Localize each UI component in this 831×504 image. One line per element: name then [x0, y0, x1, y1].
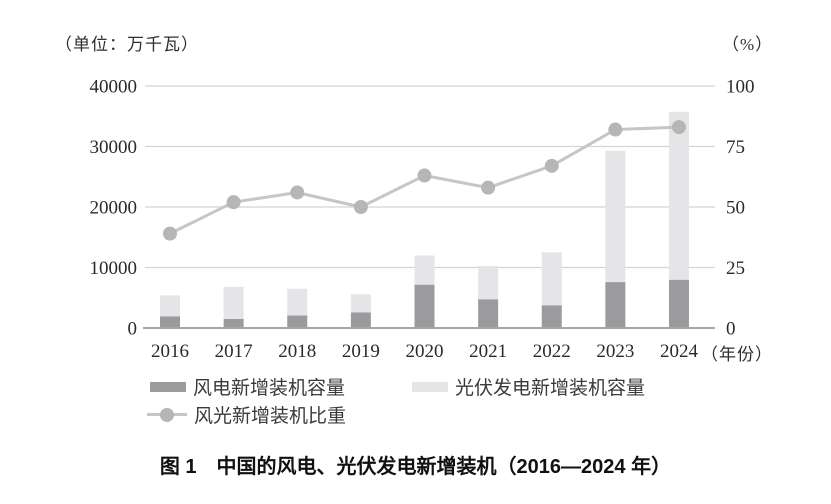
share-marker: [353, 200, 368, 214]
share-marker: [481, 180, 496, 195]
share-marker: [226, 195, 241, 210]
solar-bar: [605, 150, 626, 283]
wind-bar: [605, 282, 626, 328]
wind-bar: [287, 315, 308, 328]
legend-item-wind: 风电新增装机容量: [150, 373, 345, 400]
solar-bar: [414, 255, 435, 285]
left-axis-tick-label: 40000: [90, 77, 138, 98]
wind-bar: [478, 299, 499, 328]
solar-bar: [478, 266, 499, 300]
right-axis-tick-label: 25: [726, 258, 745, 279]
share-marker: [163, 226, 177, 241]
x-axis-tick-label: 2021: [469, 341, 507, 362]
x-axis-tick-label: 2018: [278, 341, 316, 362]
share-marker-icon: [160, 407, 174, 422]
legend-label-share: 风光新增装机比重: [194, 406, 347, 427]
x-axis-tick-label: 2017: [215, 341, 253, 362]
right-axis-unit-label: （%）: [722, 35, 774, 54]
right-axis-tick-label: 75: [726, 137, 745, 158]
x-axis-tick-label: 2024: [660, 341, 699, 362]
figure-caption: 图 1 中国的风电、光伏发电新增装机（2016—2024 年）: [159, 456, 672, 478]
chart-plot-area: 0 10000 20000 30000 40000 0 25 50 75 100 2016 2017 2…: [90, 77, 755, 363]
legend-item-share: 风光新增装机比重: [147, 401, 346, 428]
legend-item-solar: 光伏发电新增装机容量: [412, 373, 645, 400]
wind-bar: [669, 279, 689, 328]
x-axis-tick-label: 2022: [533, 341, 571, 362]
share-marker: [544, 158, 559, 173]
share-marker: [672, 120, 686, 135]
solar-bar: [223, 286, 244, 319]
left-axis-unit-label: （单位：万千瓦）: [55, 35, 199, 54]
right-axis-tick-label: 50: [726, 198, 745, 219]
share-marker: [417, 168, 432, 183]
left-axis-tick-label: 10000: [90, 258, 138, 279]
x-axis-tick-label: 2016: [151, 341, 189, 362]
x-axis-tick-label: 2023: [596, 341, 634, 362]
legend-label-wind: 风电新增装机容量: [193, 378, 346, 399]
right-axis-tick-label: 0: [726, 319, 736, 340]
solar-bar: [669, 111, 689, 280]
solar-bar: [287, 288, 308, 316]
wind-bar: [541, 305, 562, 328]
solar-bar: [350, 294, 371, 313]
wind-bar: [414, 284, 435, 328]
share-line-swatch-icon: [147, 407, 187, 422]
solar-bar: [160, 295, 180, 317]
wind-bar-swatch-icon: [150, 381, 186, 392]
wind-bar: [160, 316, 180, 328]
legend-label-solar: 光伏发电新增装机容量: [455, 378, 646, 399]
right-axis-tick-label: 100: [726, 77, 755, 98]
share-marker: [290, 185, 305, 200]
share-marker: [608, 122, 623, 137]
x-axis-unit-label: （年份）: [701, 345, 773, 364]
left-axis-tick-label: 0: [128, 319, 138, 340]
x-axis-tick-label: 2019: [342, 341, 380, 362]
left-axis-tick-label: 30000: [90, 137, 138, 158]
solar-bar: [541, 252, 562, 306]
left-axis-tick-label: 20000: [90, 198, 138, 219]
wind-bar: [350, 312, 371, 328]
x-axis-tick-label: 2020: [406, 341, 444, 362]
solar-bar-swatch-icon: [412, 381, 448, 392]
wind-bar: [223, 318, 244, 328]
